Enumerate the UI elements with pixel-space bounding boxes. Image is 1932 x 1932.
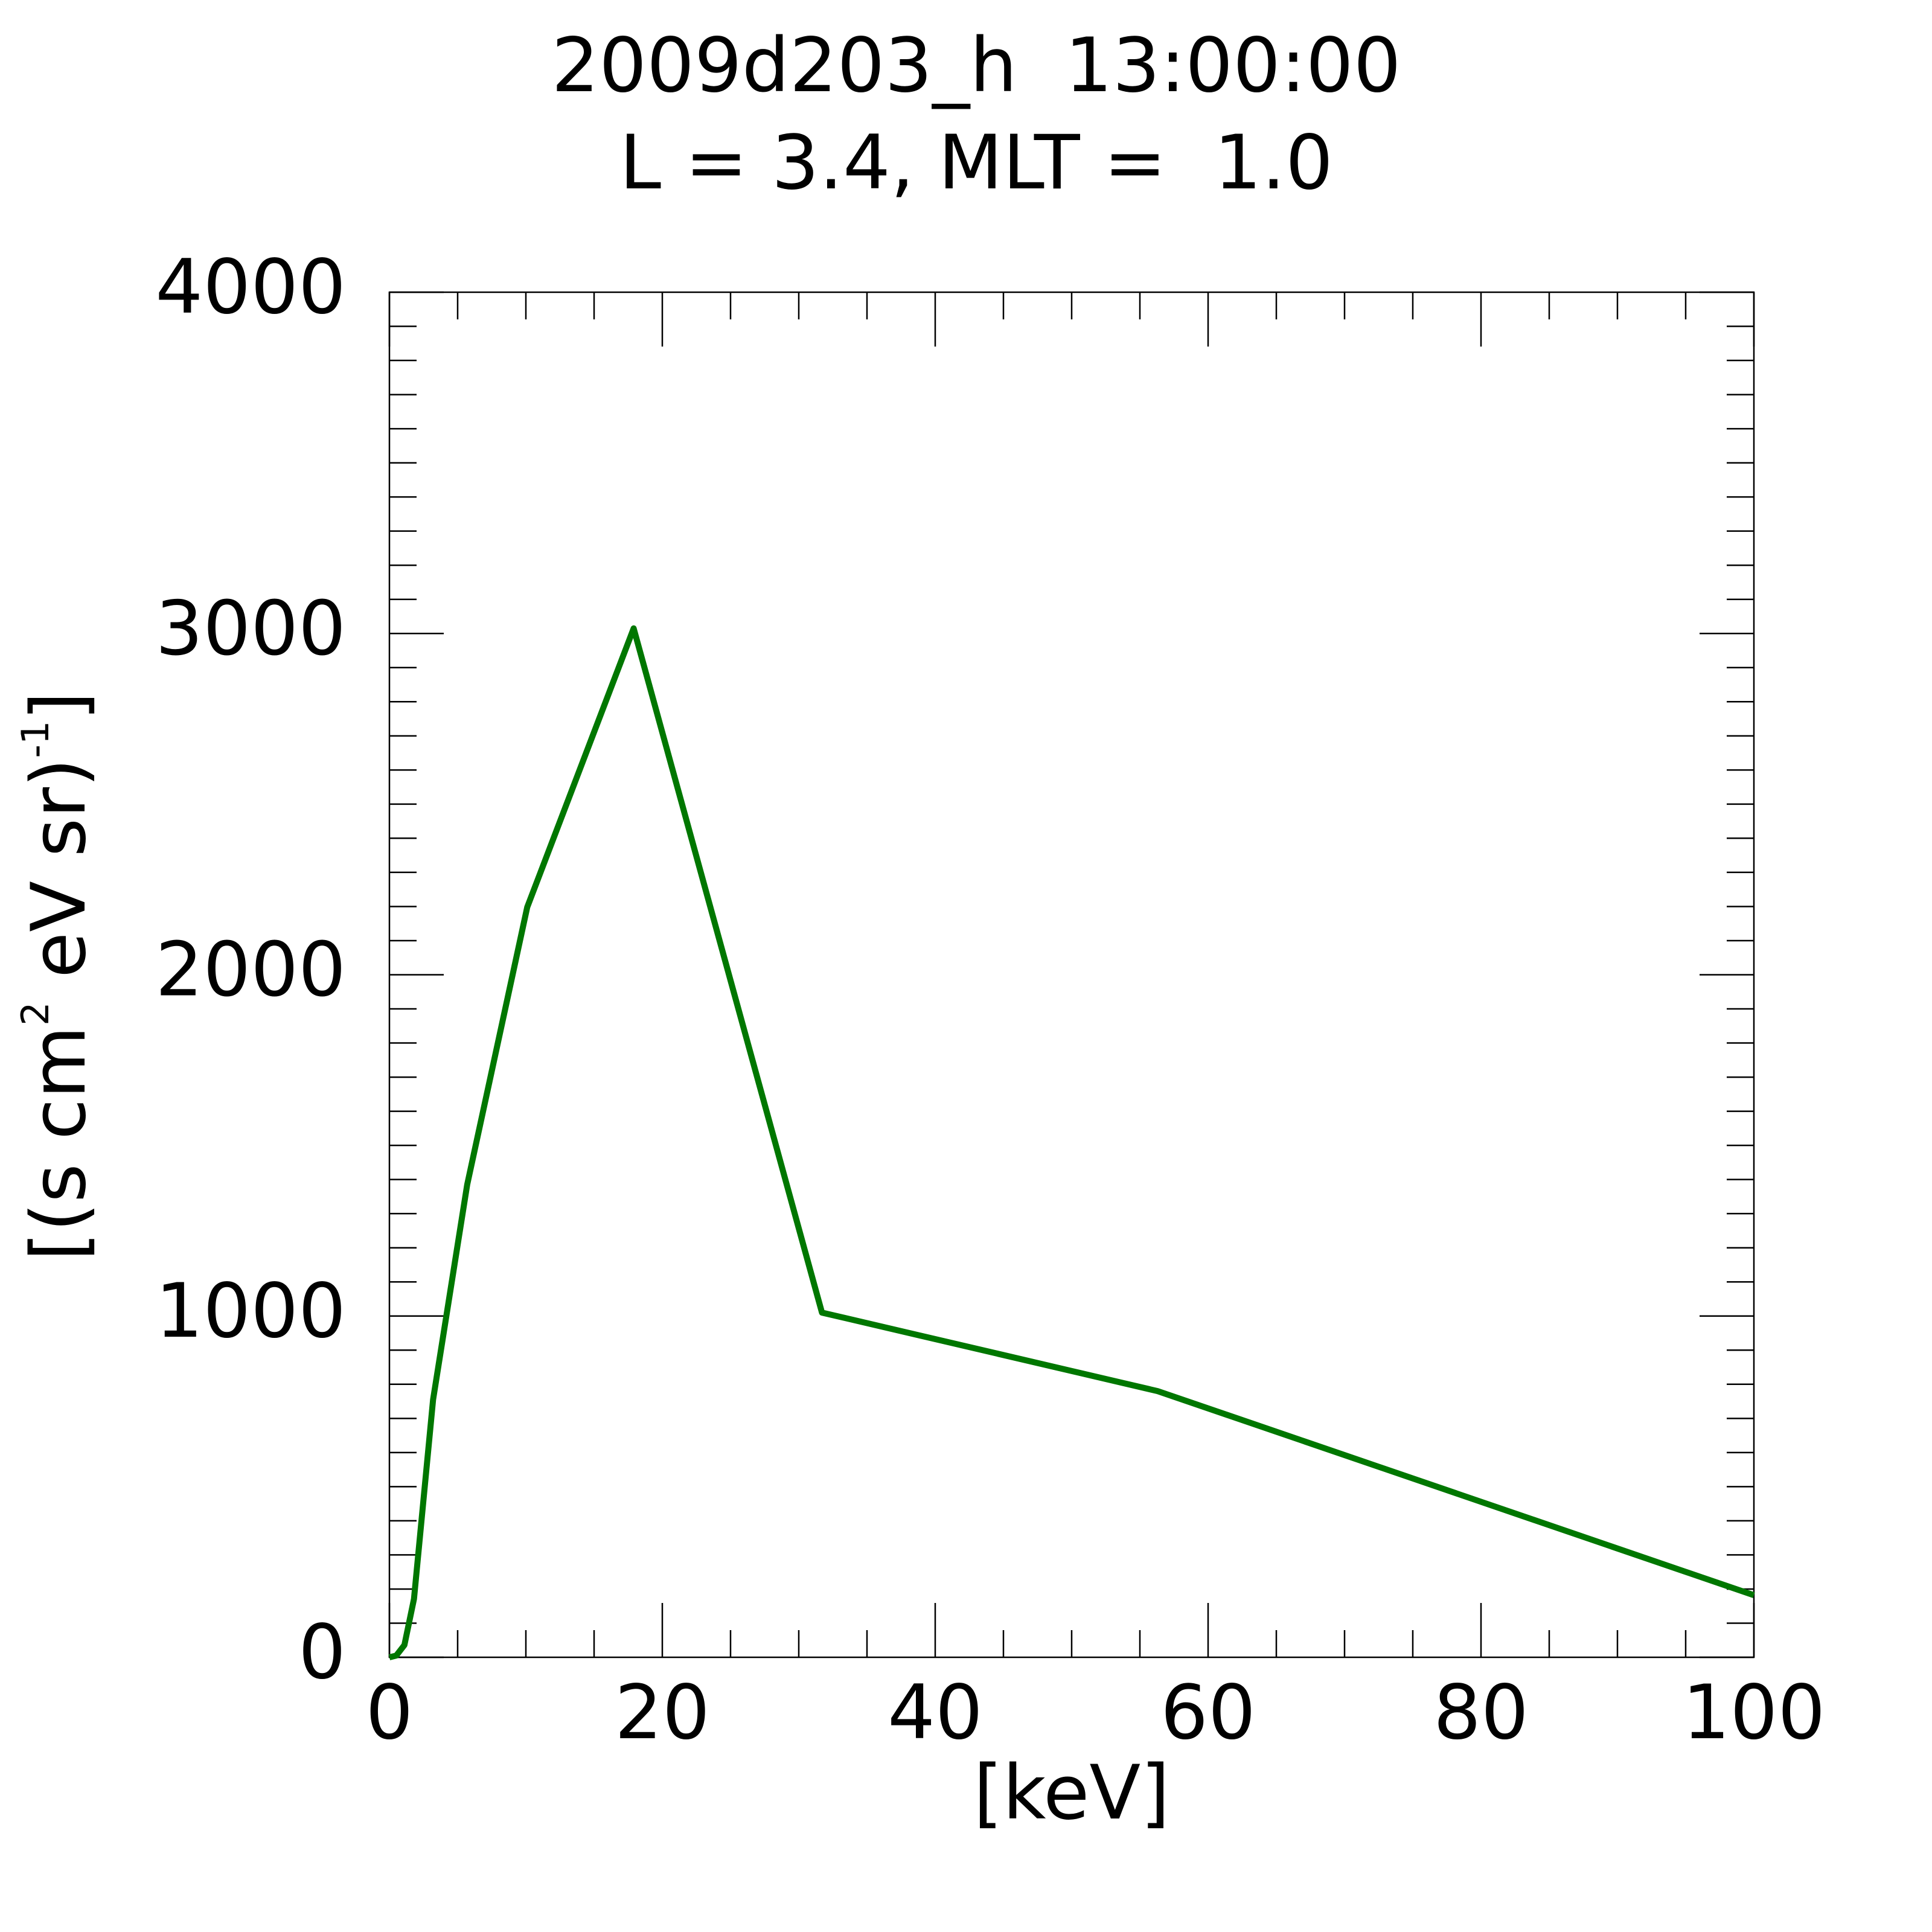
x-tick-label: 100 bbox=[1683, 1669, 1826, 1756]
y-label-part: ] bbox=[16, 691, 103, 720]
y-tick-label: 4000 bbox=[155, 244, 346, 331]
y-axis-label: [(s cm2 eV sr)-1] bbox=[13, 691, 103, 1261]
y-label-superscript: 2 bbox=[13, 1002, 57, 1025]
chart-subtitle-line: L = 3.4, MLT = 1.0 bbox=[619, 120, 1333, 206]
x-axis-label: [keV] bbox=[973, 1750, 1169, 1837]
y-tick-label: 0 bbox=[298, 1609, 346, 1696]
chart-title-line: 2009d203_h 13:00:00 bbox=[551, 22, 1401, 109]
y-tick-label: 1000 bbox=[155, 1268, 346, 1355]
x-tick-label: 60 bbox=[1160, 1669, 1256, 1756]
y-label-superscript: -1 bbox=[13, 721, 57, 758]
y-tick-label: 2000 bbox=[155, 927, 346, 1014]
x-tick-label: 40 bbox=[888, 1669, 983, 1756]
x-tick-label: 80 bbox=[1433, 1669, 1529, 1756]
y-tick-label: 3000 bbox=[155, 585, 346, 672]
x-tick-label: 0 bbox=[366, 1669, 414, 1756]
x-tick-label: 20 bbox=[615, 1669, 710, 1756]
data-line bbox=[388, 625, 1755, 1660]
y-label-part: [(s cm bbox=[16, 1026, 103, 1261]
y-label-part: eV sr) bbox=[16, 758, 103, 1002]
